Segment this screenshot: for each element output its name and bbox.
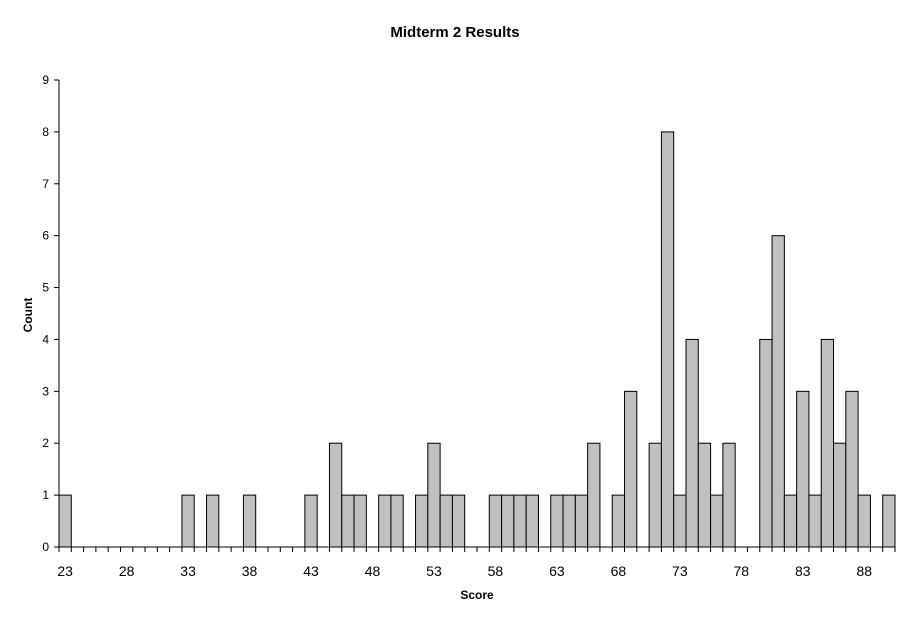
- x-tick-label: 68: [611, 563, 627, 579]
- y-tick-label: 6: [42, 229, 49, 243]
- y-tick-label: 7: [42, 177, 49, 191]
- y-tick-label: 3: [42, 384, 49, 398]
- histogram-bar: [820, 338, 835, 548]
- histogram-bar: [722, 442, 736, 548]
- y-tick-label: 8: [42, 125, 49, 139]
- histogram-bar: [427, 442, 441, 548]
- x-tick-label: 28: [119, 563, 135, 579]
- histogram-bar: [353, 494, 367, 548]
- histogram-bar: [808, 494, 822, 548]
- histogram-bar: [488, 494, 503, 548]
- histogram-bar: [833, 442, 847, 548]
- x-tick-label: 53: [426, 563, 442, 579]
- x-tick-label: 83: [795, 563, 811, 579]
- y-tick-label: 5: [42, 281, 49, 295]
- x-tick-label: 48: [365, 563, 381, 579]
- histogram-bar: [759, 338, 773, 548]
- histogram-bar: [845, 390, 859, 548]
- histogram-bar: [206, 494, 220, 548]
- x-tick-label: 63: [549, 563, 565, 579]
- histogram-bar: [611, 494, 626, 548]
- histogram-bar: [574, 494, 589, 548]
- histogram-bar: [624, 390, 638, 548]
- histogram-bar: [673, 494, 687, 548]
- y-tick-label: 1: [42, 488, 49, 502]
- x-tick-label: 88: [856, 563, 872, 579]
- histogram-bar: [550, 494, 564, 548]
- histogram-bar: [513, 494, 527, 548]
- histogram-bar: [58, 494, 72, 548]
- histogram-bar: [378, 494, 392, 548]
- x-tick-label: 43: [303, 563, 319, 579]
- x-tick-label: 78: [734, 563, 750, 579]
- histogram-bar: [181, 494, 195, 548]
- x-tick-label: 23: [57, 563, 73, 579]
- histogram-bar: [882, 494, 896, 548]
- histogram-bar: [710, 494, 724, 548]
- y-axis-label: Count: [21, 298, 35, 333]
- x-tick-label: 38: [242, 563, 258, 579]
- y-tick-label: 9: [42, 73, 49, 87]
- histogram-bar: [796, 390, 810, 548]
- histogram-bar: [697, 442, 712, 548]
- histogram-bar: [390, 494, 404, 548]
- histogram-bar: [685, 338, 699, 548]
- y-tick-label: 2: [42, 436, 49, 450]
- histogram-bar: [415, 494, 429, 548]
- y-tick-label: 0: [42, 540, 49, 554]
- histogram-bar: [525, 494, 539, 548]
- y-tick-label: 4: [42, 332, 49, 346]
- histogram-bar: [771, 235, 785, 548]
- x-tick-label: 33: [180, 563, 196, 579]
- histogram-bar: [562, 494, 576, 548]
- histogram-bar: [648, 442, 662, 548]
- x-axis-label: Score: [460, 588, 494, 602]
- histogram-bar: [328, 442, 343, 548]
- chart-title: Midterm 2 Results: [390, 24, 519, 41]
- histogram-bar: [242, 494, 257, 548]
- histogram-bar: [304, 494, 318, 548]
- histogram-bar: [341, 494, 355, 548]
- histogram-bar: [857, 494, 871, 548]
- histogram-bar: [501, 494, 515, 548]
- histogram-bar: [587, 442, 601, 548]
- x-tick-label: 58: [488, 563, 504, 579]
- histogram-bar: [783, 494, 798, 548]
- histogram-bar: [660, 131, 675, 548]
- histogram-bar: [451, 494, 466, 548]
- x-tick-label: 73: [672, 563, 688, 579]
- histogram-bar: [439, 494, 453, 548]
